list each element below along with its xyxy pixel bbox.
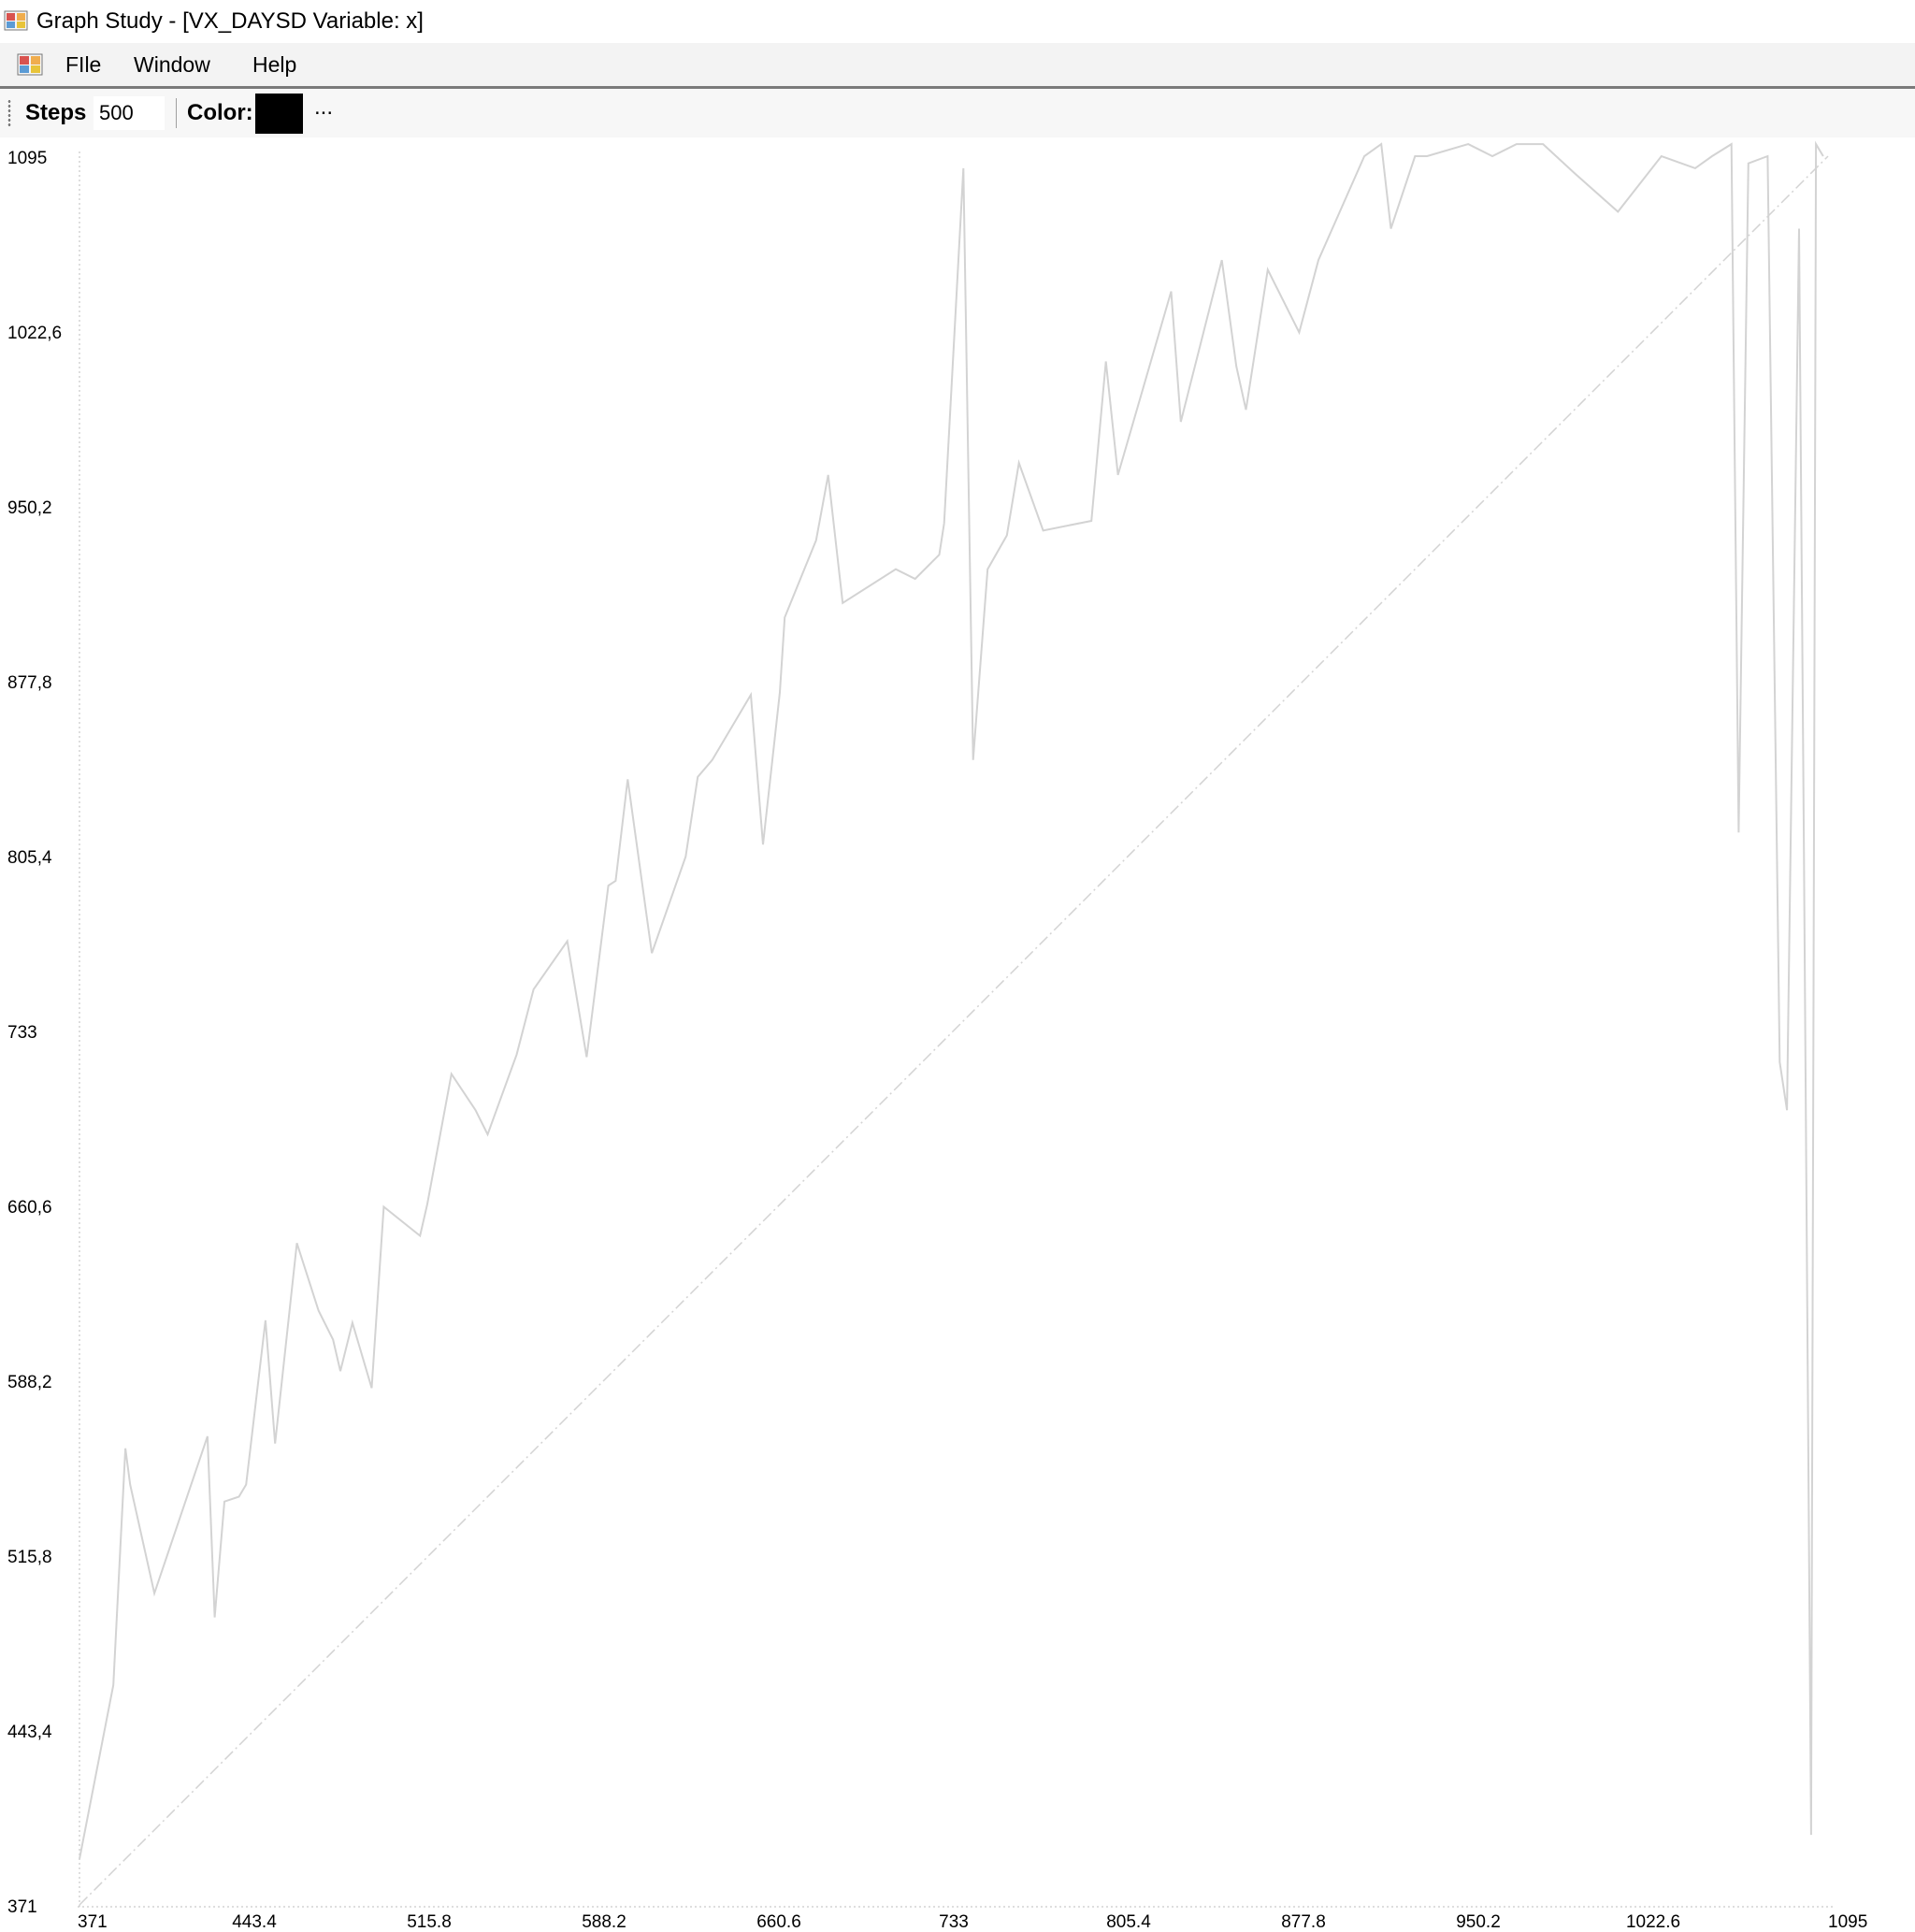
toolbar-separator — [176, 98, 177, 128]
color-label: Color: — [187, 100, 253, 125]
x-tick-label: 950.2 — [1456, 1912, 1501, 1932]
y-tick-label: 805,4 — [7, 848, 52, 868]
menu-help[interactable]: Help — [252, 52, 297, 77]
graph-area: 1095 1022,6 950,2 877,8 805,4 733 660,6 588,2 51… — [0, 137, 1915, 1932]
y-tick-label: 515,8 — [7, 1548, 52, 1567]
y-tick-label: 660,6 — [7, 1198, 52, 1218]
reference-diagonal-line — [79, 155, 1829, 1906]
x-tick-label: 1095 — [1828, 1912, 1867, 1932]
steps-label: Steps — [25, 100, 87, 125]
menu-bar: FIle Window Help — [0, 43, 1915, 89]
y-tick-label: 950,2 — [7, 498, 52, 518]
y-tick-label: 371 — [7, 1897, 37, 1917]
color-swatch[interactable] — [255, 94, 303, 134]
window-titlebar: Graph Study - [VX_DAYSD Variable: x] — [0, 0, 1915, 43]
line-chart: 1095 1022,6 950,2 877,8 805,4 733 660,6 588,2 51… — [7, 140, 1867, 1932]
y-tick-label: 588,2 — [7, 1373, 52, 1392]
x-tick-label: 733 — [939, 1912, 969, 1932]
window-title: Graph Study - [VX_DAYSD Variable: x] — [36, 8, 424, 34]
x-tick-label: 371 — [78, 1912, 108, 1932]
x-tick-label: 1022.6 — [1626, 1912, 1680, 1932]
menu-file[interactable]: FIle — [65, 52, 102, 77]
toolbar-grip[interactable] — [7, 99, 11, 127]
x-tick-label: 805.4 — [1106, 1912, 1151, 1932]
graph-study-app-icon — [4, 10, 28, 31]
y-tick-label: 1095 — [7, 149, 47, 168]
y-tick-label: 1022,6 — [7, 324, 62, 343]
steps-input[interactable] — [94, 96, 165, 130]
graph-study-mdi-icon[interactable] — [17, 52, 43, 77]
color-picker-button[interactable]: ... — [314, 94, 334, 120]
x-tick-label: 588.2 — [582, 1912, 626, 1932]
menu-window[interactable]: Window — [134, 52, 210, 77]
toolbar: Steps Color: ... — [0, 89, 1915, 137]
x-tick-label: 660.6 — [756, 1912, 801, 1932]
series-line-x — [79, 140, 1824, 1860]
y-tick-label: 877,8 — [7, 673, 52, 693]
y-tick-label: 443,4 — [7, 1723, 52, 1742]
y-tick-label: 733 — [7, 1023, 37, 1043]
x-tick-label: 515.8 — [407, 1912, 452, 1932]
x-tick-label: 443.4 — [232, 1912, 277, 1932]
x-tick-label: 877.8 — [1281, 1912, 1326, 1932]
